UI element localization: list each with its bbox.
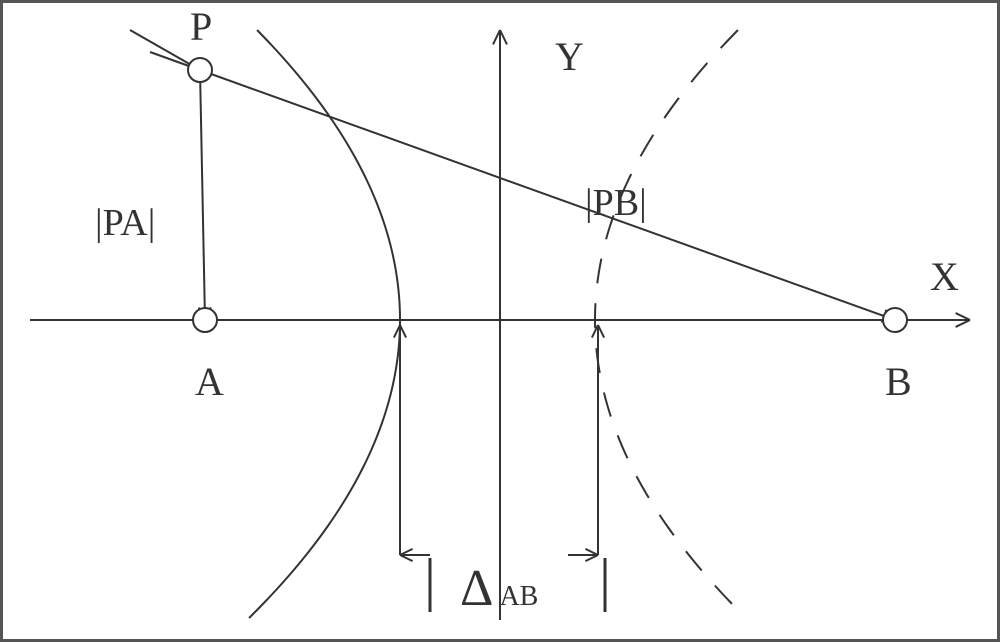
- label-pb: |PB|: [585, 182, 647, 224]
- point-a: [193, 308, 217, 332]
- label-pa: |PA|: [95, 202, 155, 244]
- label-point-a: A: [195, 359, 224, 404]
- line-pb: [200, 70, 895, 320]
- line-pa: [200, 70, 205, 320]
- x-axis-label: X: [930, 254, 959, 299]
- right-hyperbola-branch: [595, 30, 746, 618]
- point-p: [188, 58, 212, 82]
- left-hyperbola-branch: [249, 30, 400, 618]
- label-point-b: B: [885, 359, 912, 404]
- label-point-p: P: [190, 4, 212, 49]
- point-b: [883, 308, 907, 332]
- y-axis-label: Y: [555, 34, 584, 79]
